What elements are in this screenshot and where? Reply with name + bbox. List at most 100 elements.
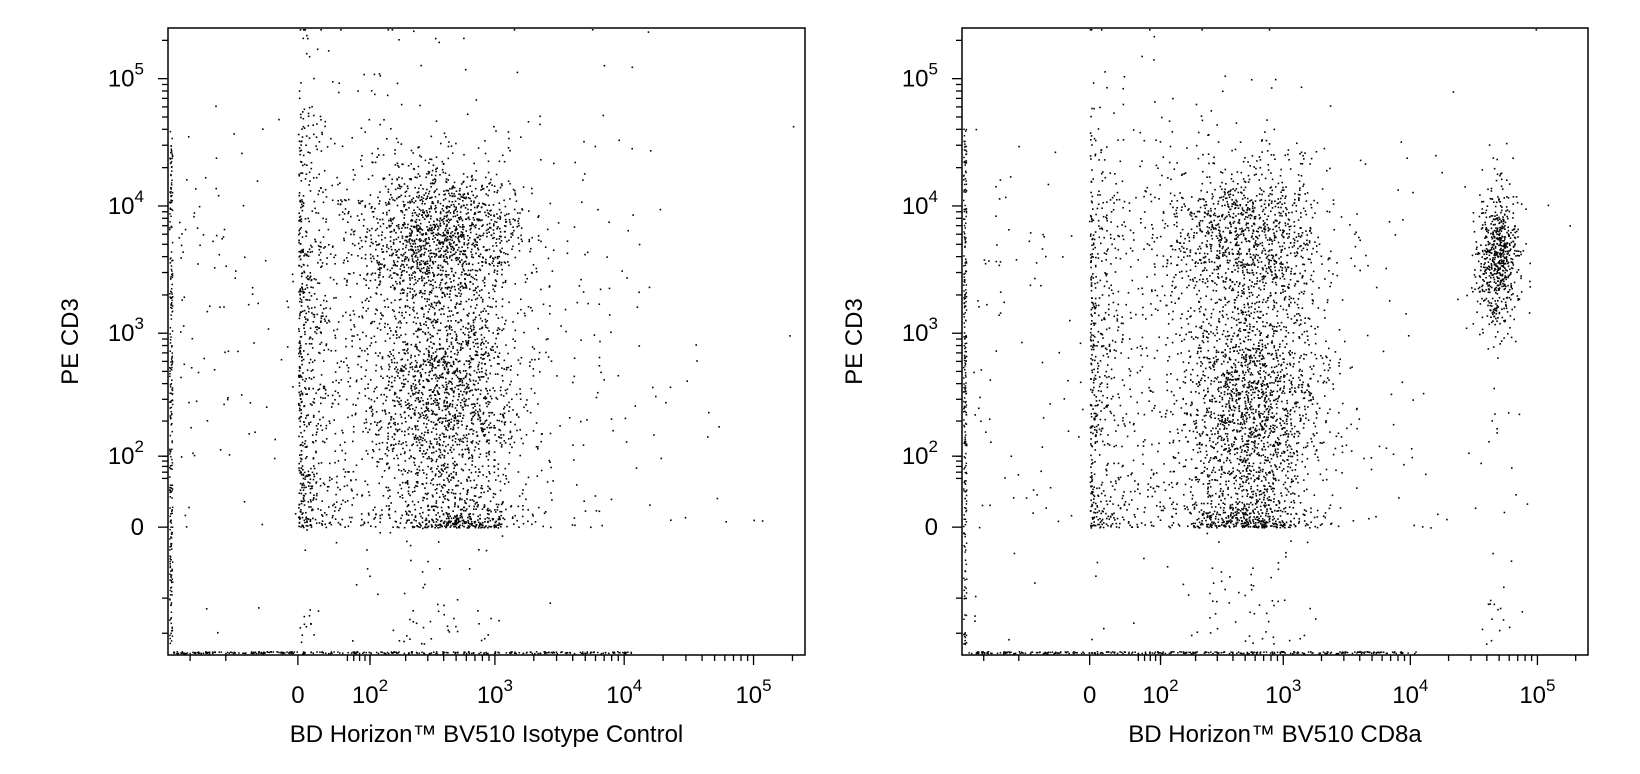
event-dot [213,369,216,371]
event-dot [380,267,382,269]
event-dot [390,359,393,361]
event-dot [454,257,457,260]
event-dot [170,616,173,619]
event-dot [306,520,308,522]
event-dot [447,372,450,375]
event-dot [481,371,483,373]
event-dot [408,178,411,180]
event-dot [603,379,605,381]
event-dot [479,317,482,320]
event-dot [305,276,308,279]
event-dot [447,368,449,371]
event-dot [407,428,409,431]
event-dot [385,204,388,206]
event-dot [380,366,382,368]
event-dot [437,364,439,367]
event-dot [483,504,486,506]
event-dot [497,474,500,477]
event-dot [437,267,440,269]
event-dot [485,321,487,323]
event-dot [415,282,417,284]
event-dot [171,293,173,295]
event-dot [437,603,439,606]
event-dot [449,515,451,517]
event-dot [453,210,455,213]
event-dot [306,425,308,428]
event-dot [441,453,444,456]
event-dot [573,375,576,378]
event-dot [412,243,414,245]
event-dot [371,227,373,230]
event-dot [494,351,497,353]
event-dot [436,295,439,298]
event-dot [421,211,424,213]
event-dot [410,163,412,165]
event-dot [446,293,449,295]
event-dot [344,452,347,455]
event-dot [326,322,328,324]
event-dot [439,302,441,305]
event-dot [477,413,479,415]
event-dot [306,525,309,527]
event-dot [496,270,499,272]
event-dot [431,452,433,454]
event-dot [426,300,428,303]
event-dot [448,241,451,244]
event-dot [419,526,421,529]
event-dot [170,302,173,304]
event-dot [502,414,504,417]
event-dot [388,412,391,414]
event-dot [429,440,432,443]
event-dot [425,248,428,250]
event-dot [430,479,433,481]
event-dot [470,419,473,422]
event-dot [334,390,337,392]
event-dot [532,264,535,266]
event-dot [427,504,429,507]
event-dot [429,318,432,321]
event-dot [469,412,472,415]
event-dot [466,480,469,482]
event-dot [436,234,439,236]
event-dot [461,219,464,222]
event-dot [466,437,468,440]
event-dot [477,247,479,250]
event-dot [493,471,496,474]
event-dot [389,327,391,329]
event-dot [500,211,502,214]
event-dot [261,523,264,526]
event-dot [382,402,385,405]
event-dot [409,511,411,513]
event-dot [337,200,339,202]
event-dot [473,219,475,221]
event-dot [511,232,514,234]
event-dot [479,219,481,222]
event-dot [444,361,447,363]
event-dot [437,232,440,234]
event-dot [376,156,378,158]
event-dot [475,274,477,276]
event-dot [424,332,426,334]
event-dot [446,397,448,399]
event-dot [169,642,172,645]
event-dot [360,513,363,515]
event-dot [475,441,478,444]
event-dot [504,323,506,325]
event-dot [508,463,510,465]
event-dot [473,525,476,528]
event-dot [422,386,424,388]
event-dot [423,277,425,279]
event-dot [411,389,413,392]
event-dot [436,423,438,426]
event-dot [369,245,372,247]
event-dot [325,526,328,529]
event-dot [408,235,411,237]
event-dot [493,236,495,239]
event-dot [597,208,599,211]
event-dot [474,289,476,291]
event-dot [394,164,397,166]
event-dot [468,449,470,451]
event-dot [549,305,551,307]
event-dot [493,191,496,193]
event-dot [404,430,406,433]
